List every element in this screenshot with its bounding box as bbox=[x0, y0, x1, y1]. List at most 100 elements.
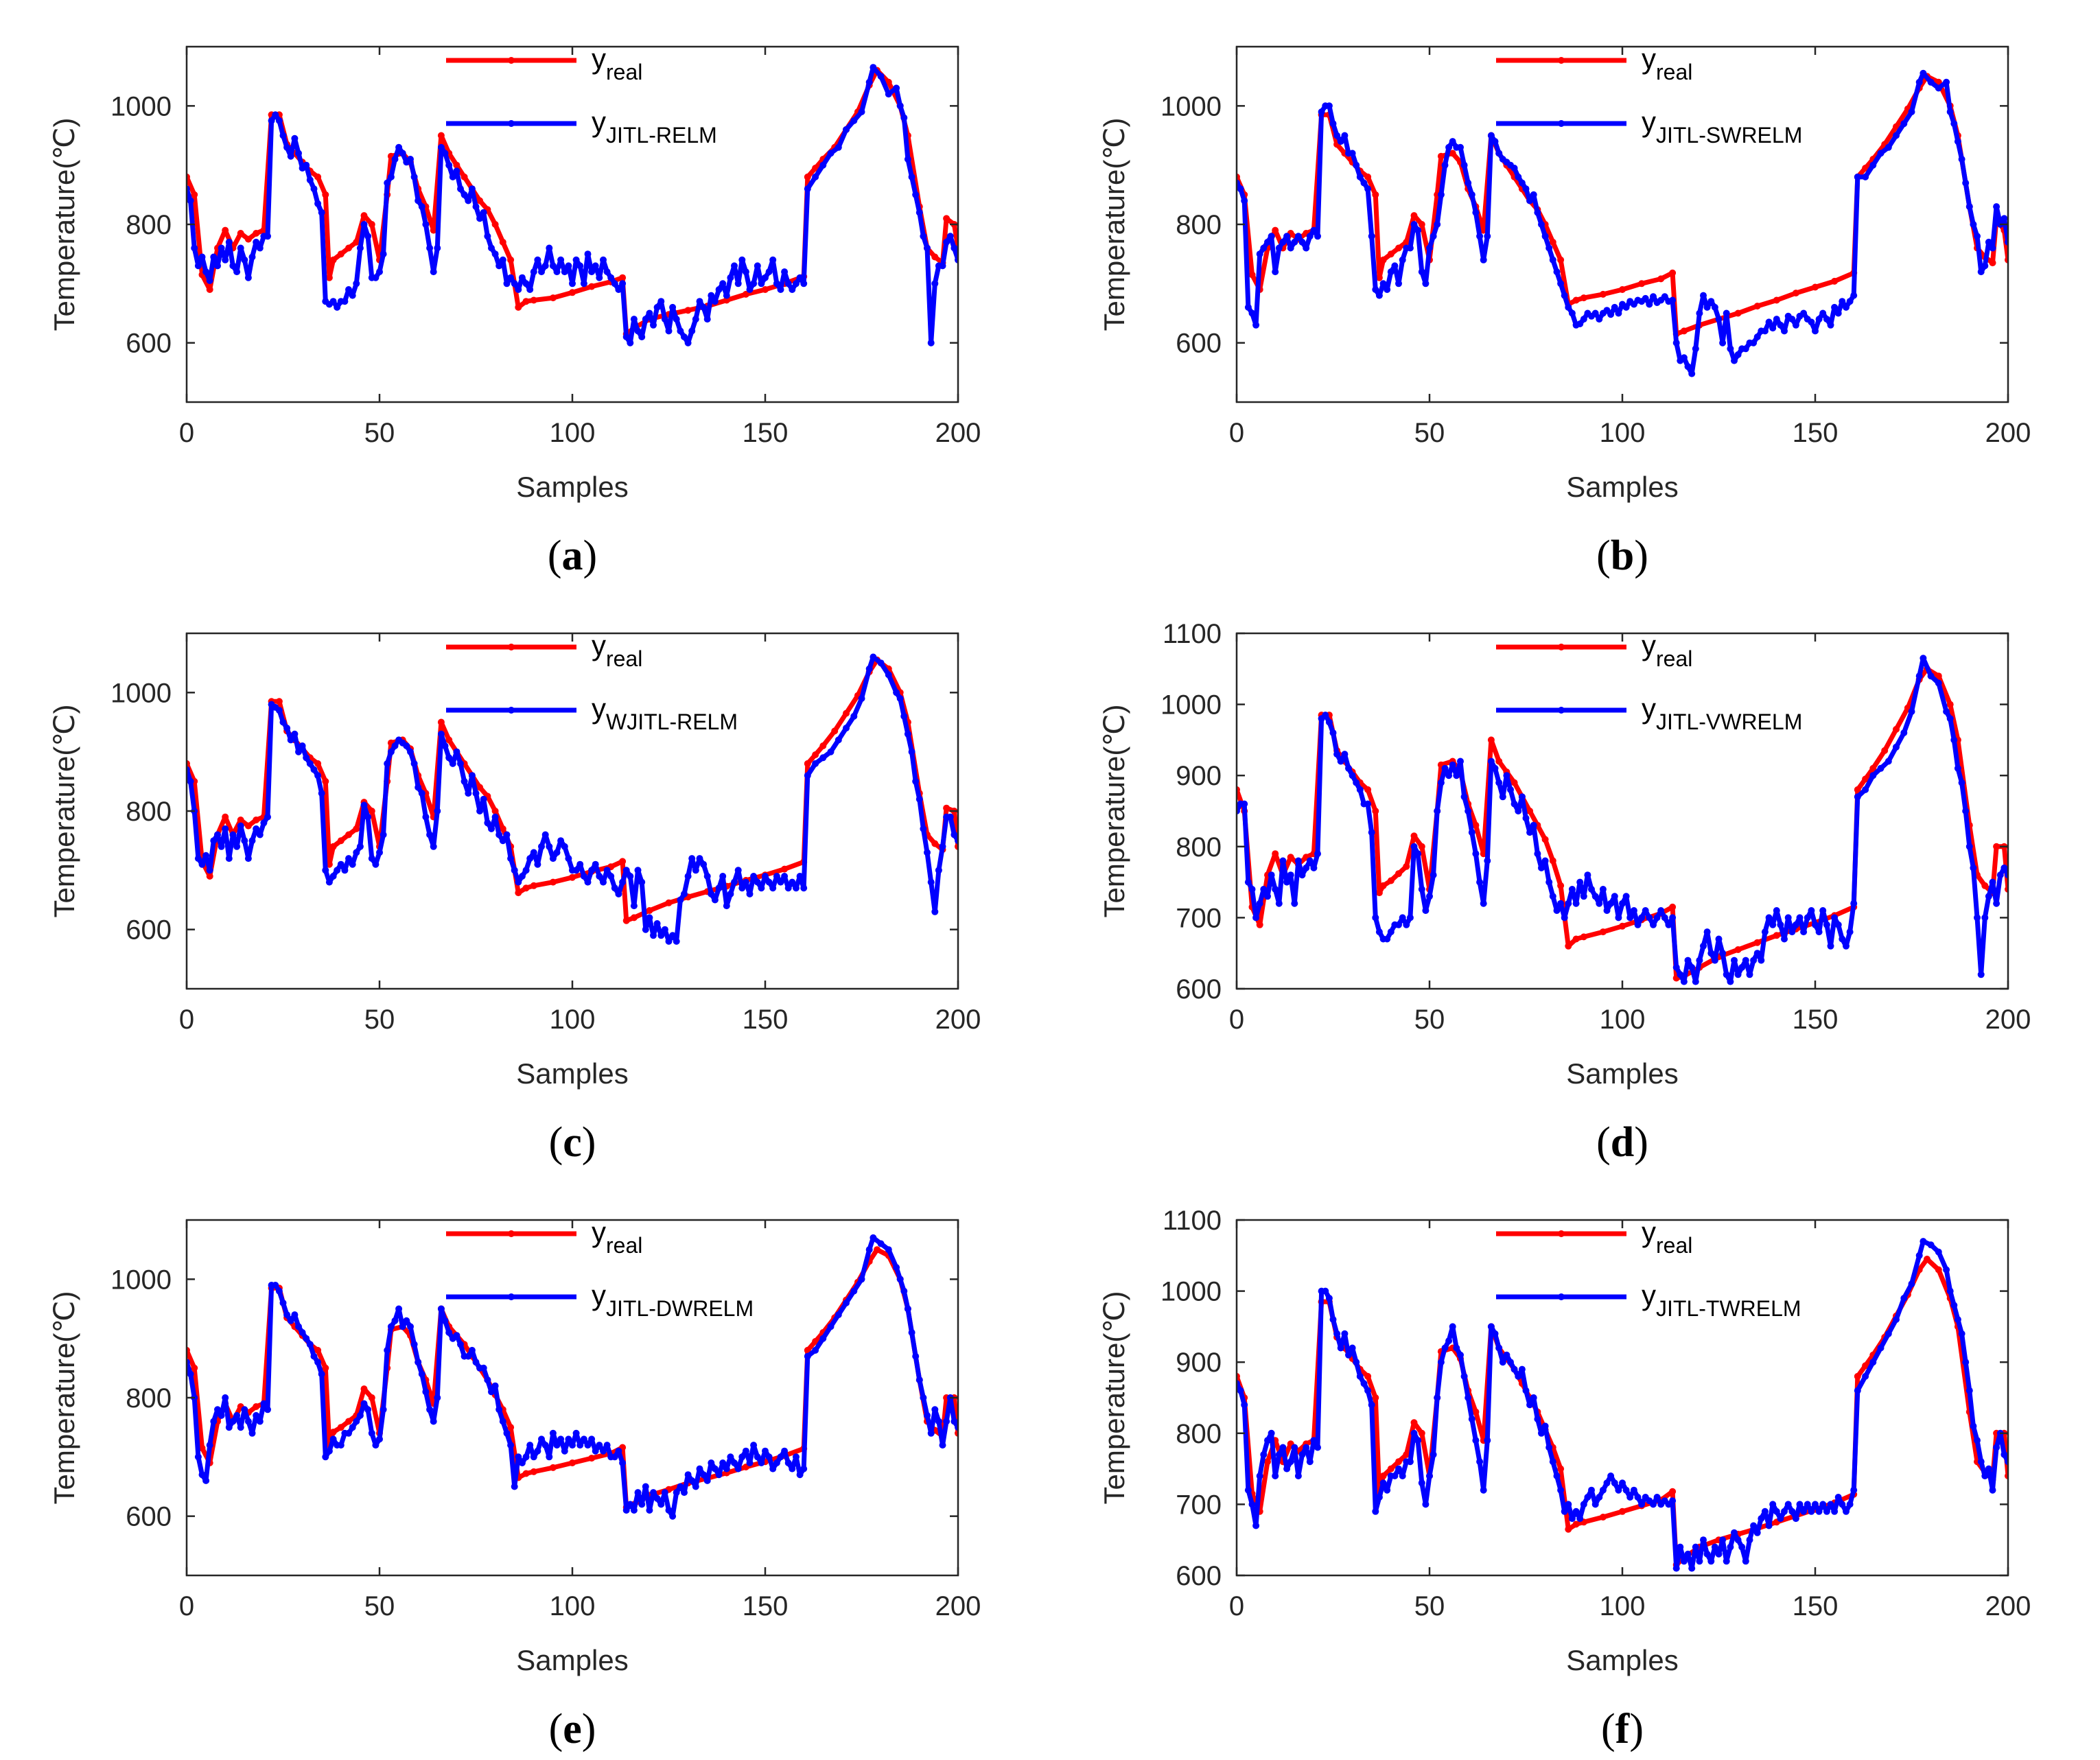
data-point bbox=[325, 878, 333, 886]
data-point bbox=[372, 274, 380, 281]
data-point bbox=[1314, 233, 1321, 240]
data-point bbox=[1379, 280, 1387, 288]
data-point bbox=[692, 1483, 699, 1490]
data-point bbox=[1920, 1238, 1927, 1245]
data-point bbox=[268, 117, 275, 124]
data-point bbox=[248, 837, 256, 845]
data-point bbox=[1356, 173, 1364, 180]
data-point bbox=[356, 244, 364, 252]
data-point bbox=[1268, 871, 1275, 879]
data-point bbox=[588, 867, 596, 874]
data-point bbox=[237, 817, 244, 823]
data-point bbox=[1510, 800, 1518, 808]
x-tick-label: 100 bbox=[550, 418, 596, 448]
data-point bbox=[784, 280, 792, 288]
data-point bbox=[1672, 339, 1680, 347]
data-point bbox=[1553, 1472, 1561, 1479]
data-point bbox=[1345, 1351, 1352, 1359]
chart-a: 0 50 100 150 200 600 800 1000 Samples Temperature… bbox=[48, 43, 981, 579]
data-point bbox=[1541, 836, 1549, 843]
data-point bbox=[1893, 1316, 1900, 1323]
data-point bbox=[1599, 290, 1607, 298]
panel-d: 0 50 100 150 200 600 700 800 900 1000 1100 Samples T… bbox=[1050, 587, 2100, 1173]
data-point bbox=[750, 873, 758, 880]
data-point bbox=[1684, 957, 1692, 964]
data-point bbox=[441, 1317, 449, 1324]
data-point bbox=[804, 1352, 811, 1360]
data-point bbox=[843, 1299, 850, 1306]
data-point bbox=[731, 1459, 738, 1466]
data-point bbox=[1507, 1359, 1514, 1366]
data-point bbox=[1989, 259, 1996, 267]
y-tick-label: 800 bbox=[1176, 832, 1222, 863]
y-axis-label: Temperature(℃) bbox=[48, 1291, 80, 1505]
data-point bbox=[538, 268, 545, 276]
data-point bbox=[1329, 120, 1337, 128]
data-point bbox=[1869, 764, 1877, 772]
data-point bbox=[1472, 850, 1480, 858]
data-point bbox=[920, 1394, 927, 1401]
data-point bbox=[1387, 877, 1395, 884]
data-point bbox=[1375, 889, 1383, 897]
data-point bbox=[1599, 886, 1607, 893]
data-point bbox=[1534, 209, 1541, 216]
data-point bbox=[1557, 1486, 1565, 1494]
data-point bbox=[1823, 316, 1830, 323]
data-point bbox=[1954, 764, 1961, 772]
data-point bbox=[1572, 1521, 1580, 1528]
data-point bbox=[1962, 179, 1970, 187]
data-point bbox=[1831, 914, 1839, 922]
data-point bbox=[1815, 316, 1823, 323]
data-point bbox=[1495, 1344, 1503, 1352]
data-point bbox=[1322, 712, 1329, 719]
data-point bbox=[1460, 1372, 1468, 1380]
data-point bbox=[1437, 191, 1445, 198]
data-point bbox=[812, 173, 819, 180]
data-point bbox=[661, 926, 668, 933]
data-point bbox=[364, 813, 372, 821]
data-point bbox=[1727, 978, 1734, 985]
data-point bbox=[1843, 303, 1850, 311]
data-point bbox=[1410, 1419, 1418, 1427]
data-point bbox=[468, 1346, 476, 1354]
data-point bbox=[596, 873, 603, 880]
data-point bbox=[291, 134, 299, 142]
data-point bbox=[426, 831, 434, 838]
legend-marker-real bbox=[1558, 1230, 1565, 1237]
data-point bbox=[1237, 185, 1244, 193]
data-point bbox=[1294, 233, 1302, 240]
data-point bbox=[762, 274, 769, 281]
data-point bbox=[1812, 921, 1819, 928]
data-point bbox=[218, 1411, 225, 1419]
data-point bbox=[1750, 1522, 1758, 1529]
data-point bbox=[546, 1453, 553, 1461]
data-point bbox=[384, 179, 391, 187]
data-point bbox=[893, 84, 900, 92]
data-point bbox=[295, 748, 302, 755]
data-point bbox=[1692, 978, 1699, 985]
data-point bbox=[622, 917, 630, 924]
data-point bbox=[1591, 309, 1599, 317]
data-point bbox=[1368, 233, 1375, 240]
panel-letter: d bbox=[1611, 1119, 1634, 1166]
data-point bbox=[1418, 221, 1425, 228]
data-point bbox=[507, 256, 515, 263]
data-point bbox=[1465, 1394, 1472, 1401]
data-point bbox=[218, 843, 225, 850]
legend-marker-model bbox=[1558, 1293, 1565, 1300]
data-point bbox=[1580, 294, 1587, 302]
data-point bbox=[1958, 1330, 1965, 1337]
data-point bbox=[1819, 1501, 1827, 1508]
data-point bbox=[553, 849, 561, 856]
data-point bbox=[1541, 857, 1549, 865]
data-point bbox=[1626, 1494, 1634, 1501]
data-point bbox=[225, 238, 233, 246]
data-point bbox=[1719, 950, 1727, 957]
data-point bbox=[927, 339, 935, 347]
data-point bbox=[287, 152, 294, 160]
data-point bbox=[1831, 1507, 1839, 1515]
data-point bbox=[356, 843, 364, 850]
data-point bbox=[688, 327, 696, 335]
data-point bbox=[588, 283, 596, 290]
data-point bbox=[272, 111, 279, 119]
